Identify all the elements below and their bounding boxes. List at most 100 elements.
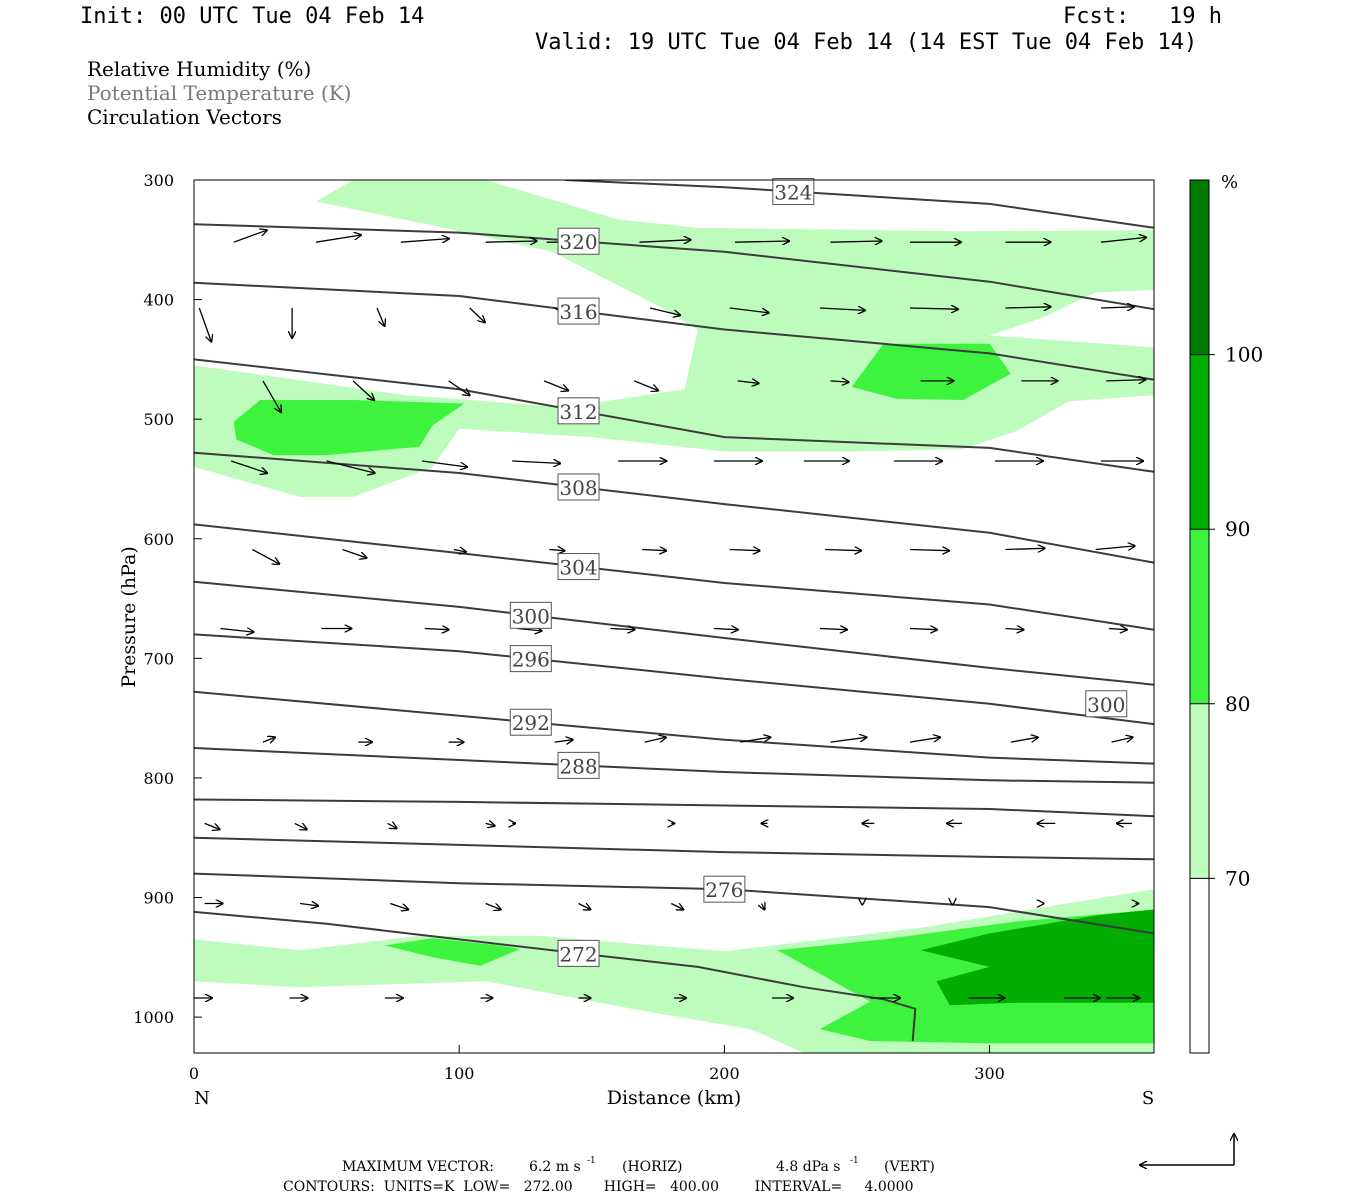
forecast-hour: Fcst: 19 h	[1063, 4, 1222, 29]
colorbar-swatch	[1190, 354, 1209, 530]
rh-region-80	[851, 343, 1011, 400]
theta-label-304: 304	[559, 556, 597, 580]
circulation-vector	[819, 308, 865, 310]
colorbar-swatch	[1190, 529, 1209, 704]
circulation-vector	[315, 235, 361, 243]
circulation-vector	[644, 737, 666, 742]
circulation-vector	[422, 460, 467, 467]
circulation-vector	[233, 230, 267, 243]
circulation-vector	[352, 380, 374, 400]
circulation-vector	[424, 629, 449, 630]
theta-contour-320	[194, 223, 1154, 311]
max-vert-value: 4.8 dPa s	[776, 1159, 840, 1175]
colorbar-swatch	[1190, 703, 1209, 879]
x-tick-label: 300	[974, 1064, 1005, 1083]
theta-label-324: 324	[774, 181, 812, 205]
y-tick-label: 1000	[133, 1008, 174, 1027]
x-tick-label: 100	[444, 1064, 475, 1083]
circulation-vector	[1005, 307, 1051, 308]
circulation-vector	[198, 307, 211, 342]
circulation-vector	[517, 629, 542, 631]
theta-label-300: 300	[512, 604, 550, 628]
circulation-vector	[729, 307, 769, 313]
y-tick-label: 600	[143, 530, 174, 549]
circulation-vector	[485, 902, 501, 910]
circulation-vector	[554, 740, 573, 742]
circulation-vector	[762, 904, 765, 910]
circulation-vector	[549, 550, 564, 551]
circulation-vector	[1111, 737, 1133, 742]
valid-time: Valid: 19 UTC Tue 04 Feb 14 (14 EST Tue …	[535, 30, 1198, 55]
colorbar-label: 80	[1225, 692, 1250, 716]
circulation-vector	[387, 823, 397, 828]
theta-label-304-box	[557, 553, 600, 581]
theta-contour-292	[194, 690, 1154, 765]
theta-label-296: 296	[512, 648, 550, 672]
theta-contour-312	[194, 358, 1154, 473]
theta-label-288-box	[557, 751, 600, 779]
circulation-vector	[909, 737, 940, 743]
circulation-vector	[220, 629, 254, 633]
circulation-vector	[830, 737, 867, 743]
circulation-vector	[909, 550, 949, 551]
theta-contour-288	[194, 747, 1154, 784]
colorbar-unit: %	[1221, 172, 1238, 193]
y-tick-label: 300	[143, 171, 174, 190]
x-tick-label: 0	[189, 1064, 199, 1083]
plot-frame	[193, 179, 1155, 1054]
theta-contour-284	[194, 798, 1154, 818]
x-tick-label: 200	[709, 1064, 740, 1083]
theta-contour-324	[565, 180, 1154, 229]
theta-contour-304	[194, 523, 1154, 631]
theta-contour-308	[194, 451, 1154, 564]
theta-label-308: 308	[559, 476, 597, 500]
circulation-vector	[512, 461, 560, 463]
circulation-vector-layer	[194, 230, 1146, 998]
south-label: S	[1142, 1088, 1154, 1109]
theta-label-276: 276	[705, 878, 743, 902]
theta-label-extra-300-box	[1085, 690, 1128, 718]
colorbar: 70 80 90 100%	[1189, 172, 1263, 1054]
colorbar-frame	[1189, 179, 1210, 1054]
circulation-vector	[1005, 629, 1024, 630]
theta-label-316-box	[557, 297, 600, 325]
x-axis-title: Distance (km)	[607, 1087, 742, 1109]
y-tick-label: 500	[143, 410, 174, 429]
circulation-vector	[262, 380, 281, 412]
circulation-vector	[326, 460, 375, 473]
theta-label-292: 292	[512, 711, 550, 735]
circulation-vector	[909, 629, 937, 630]
legend-potential-temperature: Potential Temperature (K)	[87, 81, 352, 105]
circulation-vector	[230, 460, 267, 473]
circulation-vector	[485, 241, 537, 242]
circulation-vector	[737, 381, 759, 383]
axis-layer: 300 400 500 600 700 800 900 1000 0 100 200 300 N S Dis…	[118, 171, 1154, 1109]
circulation-vector	[1005, 548, 1045, 549]
circulation-vector	[469, 307, 485, 322]
circulation-vector	[1095, 546, 1135, 550]
theta-contour-316	[194, 281, 1154, 381]
circulation-vector	[485, 823, 495, 825]
circulation-vector	[251, 548, 279, 564]
init-time: Init: 00 UTC Tue 04 Feb 14	[80, 4, 425, 29]
circulation-vector	[610, 629, 634, 630]
circulation-vector	[578, 904, 591, 910]
circulation-vector	[729, 550, 760, 551]
theta-label-324-box	[772, 178, 815, 206]
theta-contour-280	[194, 836, 1154, 861]
theta-label-extra-300: 300	[1087, 693, 1125, 717]
theta-label-272: 272	[559, 942, 597, 966]
legend-circulation-vectors: Circulation Vectors	[87, 105, 282, 129]
reference-vector-icon	[1140, 1134, 1234, 1165]
circulation-vector	[1100, 307, 1134, 308]
theta-label-320: 320	[559, 230, 597, 254]
rh-region-80	[233, 400, 465, 456]
y-axis-title: Pressure (hPa)	[118, 546, 140, 688]
circulation-vector	[1108, 629, 1127, 630]
circulation-vector	[1106, 380, 1145, 381]
y-tick-label: 700	[143, 649, 174, 668]
circulation-vector	[734, 241, 789, 242]
theta-label-288: 288	[559, 754, 597, 778]
rh-fill-layer	[194, 180, 1154, 1053]
